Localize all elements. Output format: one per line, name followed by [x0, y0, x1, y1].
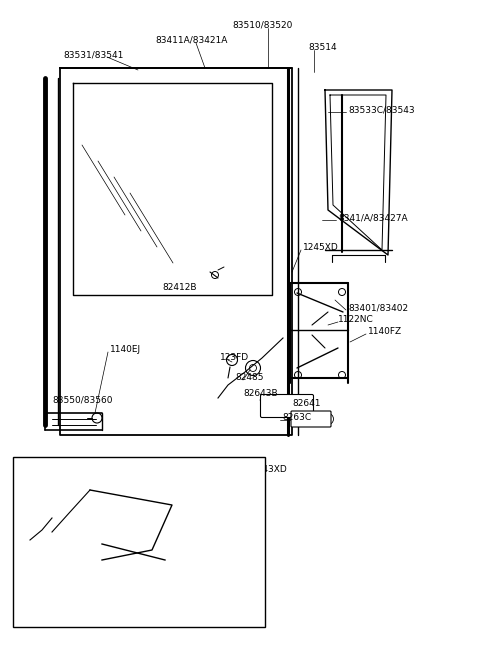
Text: 8263C: 8263C [282, 413, 311, 422]
Text: 83401/83402: 83401/83402 [348, 304, 408, 313]
Text: 82641: 82641 [292, 399, 321, 407]
Text: 83550/83560: 83550/83560 [52, 396, 112, 405]
Text: 82485: 82485 [235, 373, 264, 382]
Text: 123FD: 123FD [20, 505, 49, 514]
Text: 1140FZ: 1140FZ [368, 327, 402, 336]
Bar [13, 457, 265, 627]
Text: 1140FZ: 1140FZ [122, 526, 156, 535]
Text: 83533C/83543: 83533C/83543 [348, 106, 415, 114]
Text: 123FD: 123FD [20, 524, 49, 533]
Polygon shape [325, 90, 392, 255]
Text: POWER WINDOW: POWER WINDOW [25, 459, 111, 468]
Circle shape [45, 545, 51, 551]
Text: 98810A/98820A: 98810A/98820A [28, 556, 101, 564]
Text: 82412B: 82412B [162, 284, 196, 292]
Text: 1140EJ: 1140EJ [110, 346, 141, 355]
Text: 83411A/83421A: 83411A/83421A [155, 35, 228, 45]
Text: 1243XD: 1243XD [252, 466, 288, 474]
Text: 83403/83404: 83403/83404 [25, 474, 85, 482]
FancyBboxPatch shape [261, 394, 313, 417]
Text: 8341/A/83427A: 8341/A/83427A [338, 214, 408, 223]
Text: 83510/83520: 83510/83520 [232, 20, 292, 30]
Text: 1122NC: 1122NC [338, 315, 374, 325]
Text: 83531/83541: 83531/83541 [63, 51, 123, 60]
Text: 123FD: 123FD [220, 353, 249, 361]
Text: 1245XD: 1245XD [303, 244, 339, 252]
FancyBboxPatch shape [291, 411, 331, 427]
Text: 82643B: 82643B [243, 388, 277, 397]
Text: 83514: 83514 [308, 43, 336, 53]
